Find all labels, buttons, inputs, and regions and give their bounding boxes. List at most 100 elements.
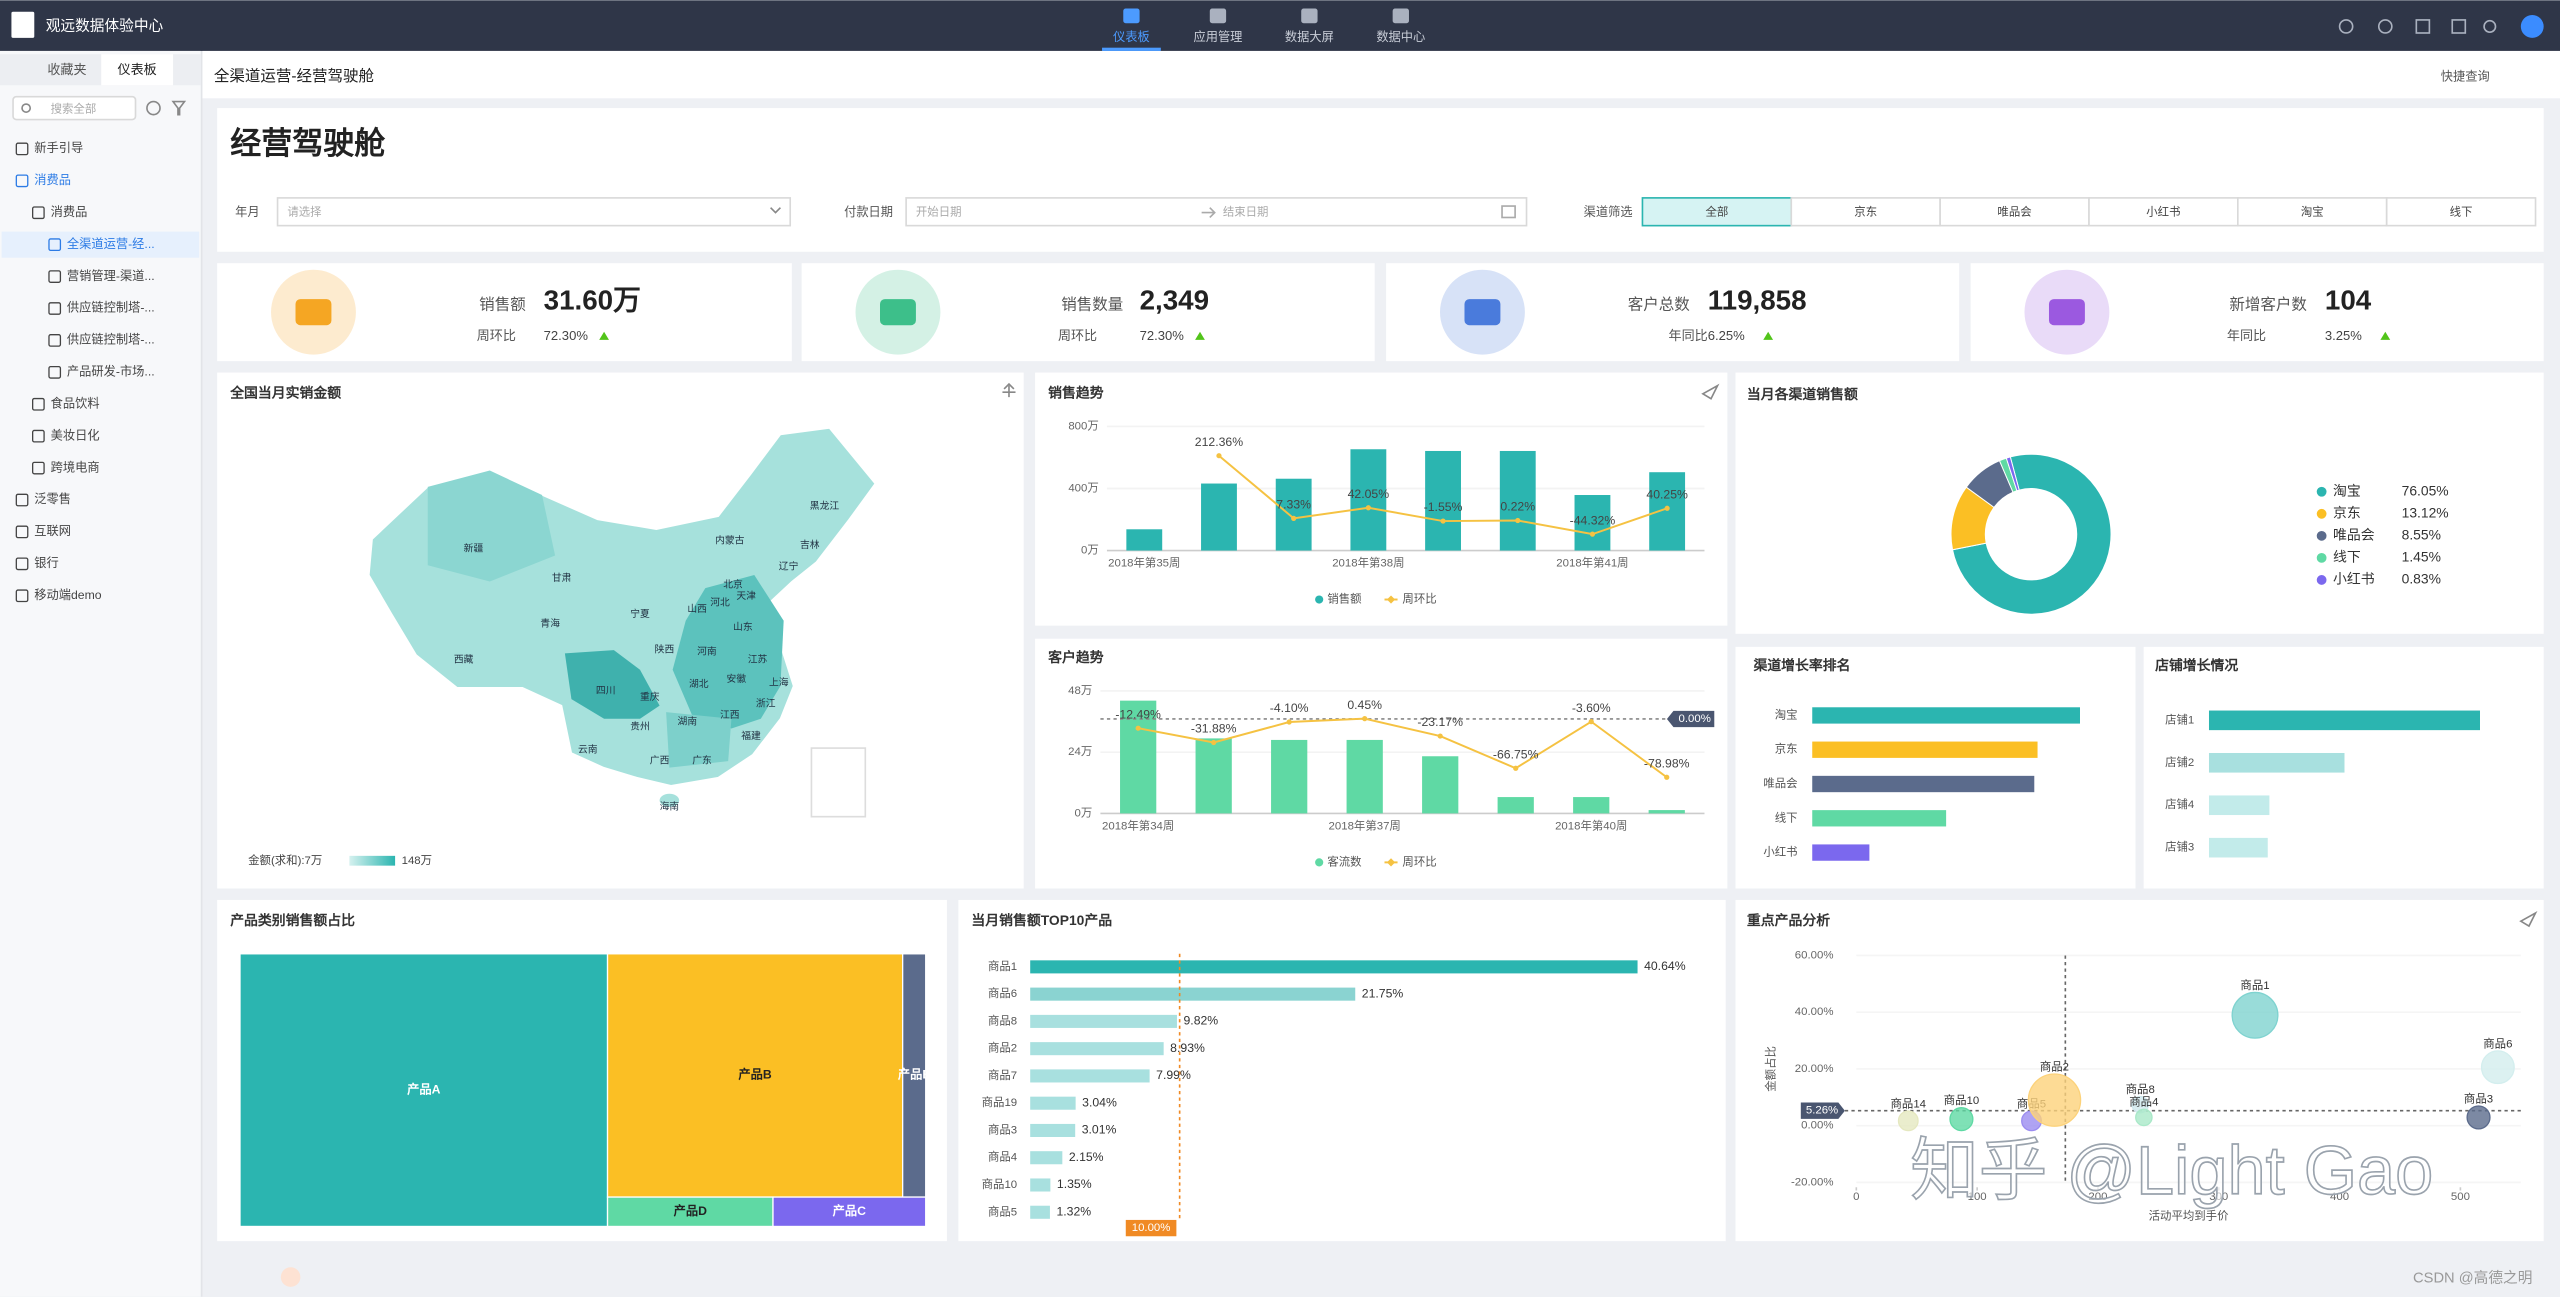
kpi-compare: 6.25% xyxy=(1708,328,1745,343)
segment[interactable] xyxy=(1641,197,1793,227)
filter-icon[interactable] xyxy=(171,100,187,116)
segment-label[interactable]: 小红书 xyxy=(2146,206,2180,219)
tab[interactable]: 仪表板 xyxy=(118,62,157,77)
data-label: 0.45% xyxy=(1347,698,1382,712)
data-label: 212.36% xyxy=(1195,435,1243,449)
add-icon[interactable] xyxy=(146,100,161,116)
assistant-icon[interactable] xyxy=(280,1267,301,1287)
y-tick-label: 商品1 xyxy=(988,959,1017,973)
segment-label[interactable]: 唯品会 xyxy=(1997,206,2031,219)
segment[interactable] xyxy=(2385,197,2537,227)
x-tick-label: 100 xyxy=(1968,1191,1987,1203)
bar xyxy=(1030,1178,1051,1192)
segment[interactable] xyxy=(2237,197,2388,227)
tab[interactable]: 收藏夹 xyxy=(47,62,86,77)
segment-label[interactable]: 京东 xyxy=(1854,205,1877,219)
data-label: 7.99% xyxy=(1156,1068,1191,1082)
quick-query[interactable]: 快捷查询 xyxy=(2441,69,2490,83)
region-label: 西藏 xyxy=(454,654,474,666)
tree-icon xyxy=(15,525,29,539)
bar xyxy=(1812,844,1870,861)
map-island xyxy=(659,793,680,807)
nav-item[interactable]: 数据大屏 xyxy=(1285,29,1334,44)
tree-item[interactable]: 产品研发-市场... xyxy=(67,364,155,379)
nav-item[interactable]: 应用管理 xyxy=(1193,29,1242,44)
card xyxy=(1735,899,2544,1242)
tree-icon xyxy=(15,142,29,156)
bar xyxy=(2208,795,2270,816)
date-box[interactable] xyxy=(905,197,1528,227)
data-label: 1.35% xyxy=(1057,1177,1092,1191)
topbar xyxy=(0,0,2560,51)
icon[interactable] xyxy=(2451,19,2467,34)
kpi-label: 新增客户数 xyxy=(2229,296,2307,314)
segment-label[interactable]: 线下 xyxy=(2450,205,2473,219)
y-tick-label: -20.00% xyxy=(1791,1176,1833,1188)
tree-item[interactable]: 新手引导 xyxy=(34,140,83,155)
data-label: -12.49% xyxy=(1115,707,1161,721)
tree-item[interactable]: 消费品 xyxy=(51,205,88,219)
tree-item[interactable]: 食品饮料 xyxy=(51,395,100,410)
y-tick-label: 400万 xyxy=(1068,483,1098,495)
tree-item[interactable]: 互联网 xyxy=(34,524,71,538)
segment-label[interactable]: 淘宝 xyxy=(2301,205,2324,219)
share-icon[interactable] xyxy=(2519,910,2538,928)
x-tick-label: 2018年第34周 xyxy=(1102,818,1174,832)
kpi-compare-label: 周环比 xyxy=(1058,328,1097,343)
bar xyxy=(1350,449,1387,551)
segment[interactable] xyxy=(1939,197,2090,227)
tree-icon xyxy=(32,429,45,443)
icon[interactable] xyxy=(2415,19,2431,34)
chart-title: 产品类别销售额占比 xyxy=(230,912,355,928)
data-label: 13.12% xyxy=(2402,504,2449,520)
calendar-icon xyxy=(1501,205,1516,219)
tree-item[interactable]: 供应链控制塔-... xyxy=(67,332,155,347)
legend-marker xyxy=(2316,552,2327,563)
tree-item[interactable]: 消费品 xyxy=(34,173,71,187)
region-label: 广东 xyxy=(692,754,712,767)
tree-item[interactable]: 全渠道运营-经... xyxy=(67,236,155,251)
tree-item[interactable]: 跨境电商 xyxy=(51,459,100,474)
axis-label: 金额占比 xyxy=(1763,1046,1777,1092)
tree-item[interactable]: 移动端demo xyxy=(34,588,102,602)
kpi-compare: 3.25% xyxy=(2325,328,2362,343)
region-label: 内蒙古 xyxy=(715,533,745,546)
icon[interactable] xyxy=(2338,19,2354,34)
bar xyxy=(1422,756,1459,814)
share-icon[interactable] xyxy=(1701,383,1720,400)
data-label: 0.22% xyxy=(1500,500,1535,514)
data-label: 3.04% xyxy=(1082,1095,1117,1109)
segment[interactable] xyxy=(1790,197,1941,227)
export-icon[interactable] xyxy=(1002,382,1016,398)
data-label: 商品3 xyxy=(2464,1091,2493,1105)
legend-label: 周环比 xyxy=(1402,855,1436,868)
icon[interactable] xyxy=(2483,19,2497,33)
avatar[interactable] xyxy=(2520,15,2544,38)
region-label: 湖北 xyxy=(689,678,709,690)
tree-item[interactable]: 银行 xyxy=(34,556,58,570)
region-label: 新疆 xyxy=(464,542,484,555)
tree-item[interactable]: 供应链控制塔-... xyxy=(67,300,155,315)
y-tick-label: 0.00% xyxy=(1801,1120,1833,1132)
tree-icon xyxy=(48,334,62,347)
tree-item[interactable]: 营销管理-渠道... xyxy=(67,268,155,283)
segment-label[interactable]: 全部 xyxy=(1705,205,1728,219)
data-label: 商品1 xyxy=(2240,978,2269,992)
select-box[interactable] xyxy=(276,197,792,227)
region-label: 福建 xyxy=(741,729,761,742)
nav-item[interactable]: 数据中心 xyxy=(1376,29,1425,44)
sidebar xyxy=(0,50,201,1297)
treemap-label: 产品E xyxy=(898,1067,931,1082)
bubble xyxy=(2466,1105,2491,1130)
bar xyxy=(2208,752,2345,773)
bar xyxy=(1030,1096,1076,1110)
tree-item[interactable]: 泛零售 xyxy=(34,491,71,506)
search-box[interactable] xyxy=(12,95,137,121)
nav-item[interactable]: 仪表板 xyxy=(1113,30,1150,44)
line-point xyxy=(1286,719,1292,725)
tree-item[interactable]: 美妆日化 xyxy=(51,428,100,442)
chart-title: 渠道增长率排名 xyxy=(1752,657,1850,673)
kpi-icon xyxy=(880,299,916,326)
data-label: 8.55% xyxy=(2402,527,2441,543)
icon[interactable] xyxy=(2377,19,2393,34)
